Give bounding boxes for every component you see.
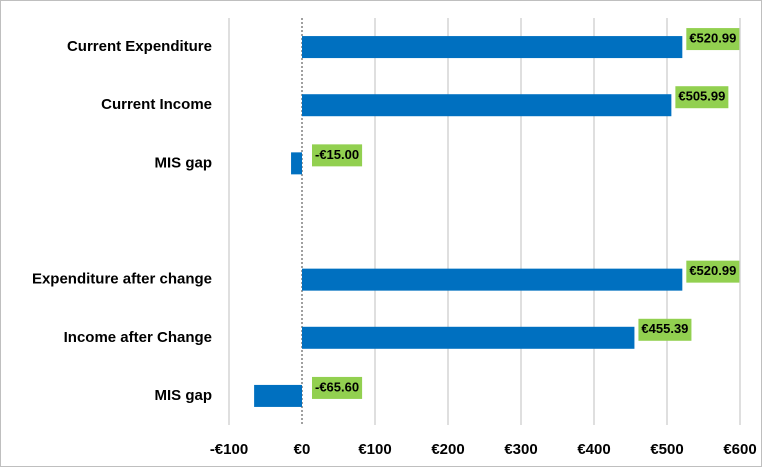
value-label-bg — [686, 28, 740, 51]
bar — [302, 268, 683, 291]
value-label: -€65.60 — [315, 379, 359, 394]
bar — [302, 36, 683, 59]
value-label: -€15.00 — [315, 147, 359, 162]
bar — [302, 326, 635, 349]
y-tick-label: Current Income — [101, 96, 212, 113]
x-tick-label: -€100 — [210, 441, 248, 458]
y-tick-label: MIS gap — [154, 154, 212, 171]
value-label: €505.99 — [678, 89, 725, 104]
x-tick-label: €200 — [431, 441, 464, 458]
bar — [291, 152, 302, 175]
x-tick-label: €100 — [358, 441, 391, 458]
value-label-bg — [675, 86, 729, 109]
value-label-bg — [686, 260, 740, 283]
y-tick-label: Expenditure after change — [32, 271, 212, 288]
bar — [302, 94, 672, 117]
x-tick-label: €500 — [650, 441, 683, 458]
value-label: €520.99 — [689, 31, 736, 46]
value-label: €520.99 — [689, 263, 736, 278]
value-label: €455.39 — [641, 321, 688, 336]
x-tick-label: €300 — [504, 441, 537, 458]
value-label-bg — [312, 144, 363, 167]
y-tick-label: MIS gap — [154, 387, 212, 404]
value-label-bg — [312, 376, 363, 399]
y-tick-label: Current Expenditure — [67, 38, 212, 55]
x-tick-label: €400 — [577, 441, 610, 458]
bar — [254, 384, 302, 407]
x-tick-label: €600 — [723, 441, 756, 458]
y-tick-label: Income after Change — [64, 329, 212, 346]
value-label-bg — [638, 318, 692, 341]
x-tick-label: €0 — [294, 441, 311, 458]
